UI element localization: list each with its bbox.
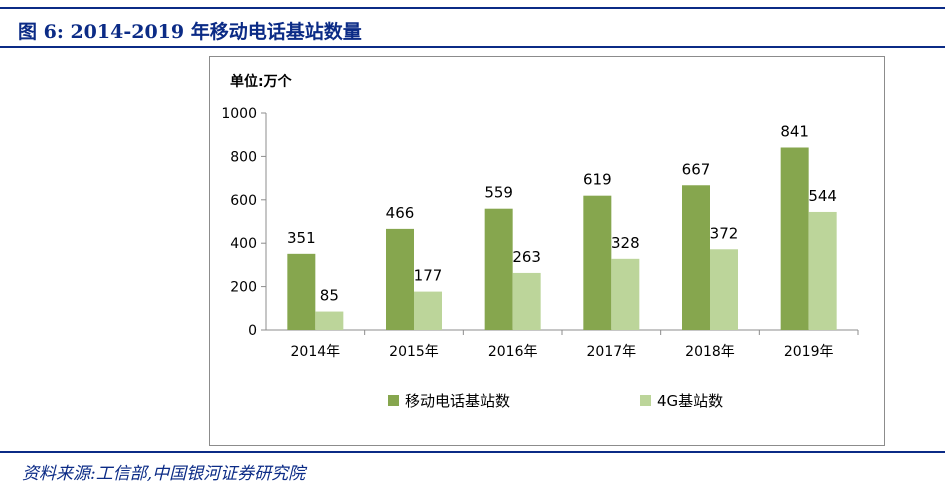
data-label: 328	[611, 234, 640, 252]
x-tick-label: 2019年	[784, 344, 834, 360]
source-note: 资料来源:工信部,中国银河证券研究院	[22, 464, 306, 484]
data-label: 544	[808, 187, 837, 205]
y-tick-label: 200	[230, 280, 257, 296]
bar-4g-base-stations	[710, 249, 738, 330]
data-label: 559	[484, 184, 513, 202]
unit-label: 单位:万个	[230, 74, 292, 90]
bar-4g-base-stations	[611, 258, 640, 330]
x-tick-label: 2016年	[488, 344, 538, 360]
y-tick-label: 1000	[221, 106, 257, 122]
legend-label: 移动电话基站数	[405, 392, 510, 410]
data-label: 619	[583, 171, 612, 189]
figure-header: 图 6: 2014-2019 年移动电话基站数量	[0, 0, 945, 48]
bar-4g-base-stations	[808, 211, 837, 330]
x-tick-label: 2017年	[587, 344, 637, 360]
data-label: 372	[710, 224, 739, 242]
legend-swatch	[640, 395, 651, 406]
data-label: 466	[386, 204, 415, 222]
y-tick-label: 800	[230, 149, 257, 165]
bar-4g-base-stations	[512, 272, 541, 330]
bar-mobile-base-stations	[484, 208, 513, 330]
x-tick-label: 2014年	[291, 344, 341, 360]
source-rule	[0, 451, 945, 453]
y-tick-label: 600	[230, 193, 257, 209]
x-tick-label: 2015年	[389, 344, 439, 360]
header-rule-top	[0, 7, 945, 9]
data-label: 841	[780, 123, 809, 141]
bar-mobile-base-stations	[386, 228, 414, 330]
bar-mobile-base-stations	[287, 253, 316, 330]
bar-4g-base-stations	[414, 291, 442, 330]
figure-title: 图 6: 2014-2019 年移动电话基站数量	[18, 21, 362, 43]
y-tick-label: 0	[248, 323, 257, 339]
bar-mobile-base-stations	[780, 147, 809, 330]
bar-mobile-base-stations	[583, 195, 612, 330]
data-label: 263	[512, 248, 541, 266]
x-tick-label: 2018年	[685, 344, 735, 360]
data-label: 351	[287, 229, 316, 247]
data-label: 177	[414, 267, 443, 285]
bar-mobile-base-stations	[682, 185, 710, 330]
bar-4g-base-stations	[315, 311, 344, 330]
data-label: 667	[682, 160, 711, 178]
header-rule-bottom	[0, 46, 945, 48]
legend-label: 4G基站数	[657, 392, 723, 410]
chart-frame	[209, 56, 885, 446]
legend-swatch	[388, 395, 399, 406]
data-label: 85	[320, 287, 339, 305]
y-tick-label: 400	[230, 236, 257, 252]
